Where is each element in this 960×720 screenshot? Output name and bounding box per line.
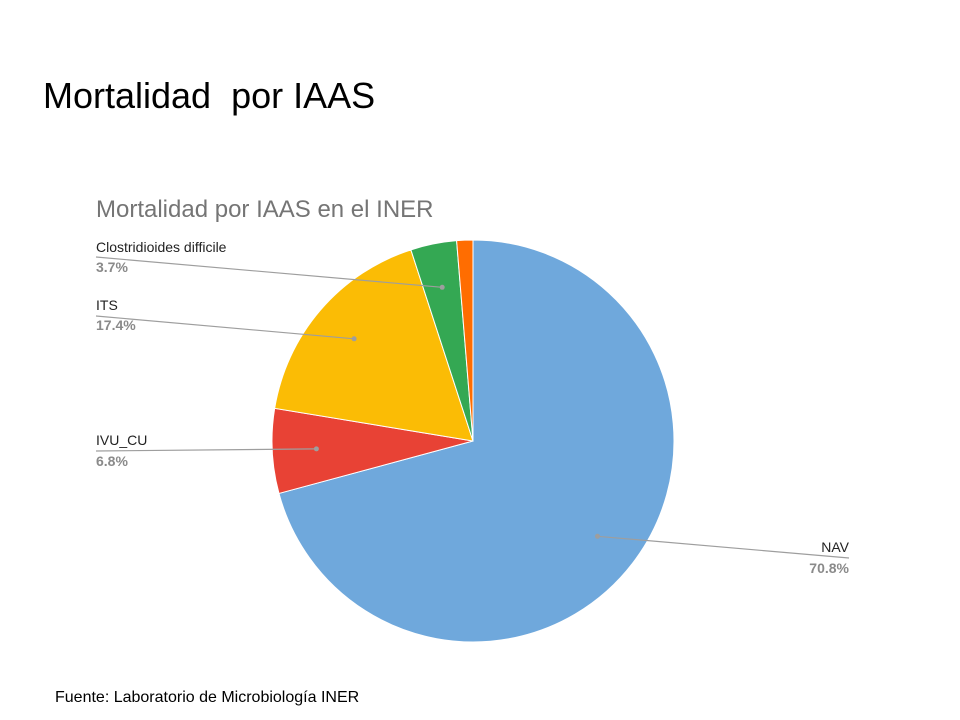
callout-line-nav <box>597 535 850 559</box>
pie-slice-nav <box>278 239 675 643</box>
chart-title: Mortalidad por IAAS en el INER <box>96 196 434 223</box>
slice-label-ivu-cu: IVU_CU <box>96 432 147 448</box>
slide-title: Mortalidad por IAAS <box>43 75 376 116</box>
callout-line-its <box>95 315 355 340</box>
slice-value-clostridioides-difficile: 3.7% <box>96 259 128 275</box>
slice-value-nav: 70.8% <box>809 560 849 576</box>
pie-slice-its <box>274 249 474 442</box>
source-note: Fuente: Laboratorio de Microbiología INE… <box>55 689 360 706</box>
pie-chart: Mortalidad por IAAS en el INER NAV 70.8% I… <box>95 196 850 643</box>
callout-line-ivu-cu <box>95 448 317 452</box>
callout-dot-nav <box>595 533 600 539</box>
callout-dot-its <box>351 336 357 342</box>
callout-line-clostridioides-difficile <box>95 256 443 288</box>
slice-value-its: 17.4% <box>96 317 136 333</box>
pie-slice-slice-4 <box>456 239 474 442</box>
slice-label-its: ITS <box>96 297 118 313</box>
slice-value-ivu-cu: 6.8% <box>96 453 128 469</box>
slice-label-nav: NAV <box>821 539 849 555</box>
callout-dot-clostridioides-difficile <box>439 284 445 290</box>
callout-dot-ivu-cu <box>313 446 319 452</box>
slice-label-clostridioides-difficile: Clostridioides difficile <box>96 239 227 255</box>
pie-callouts: NAV 70.8% IVU_CU 6.8% ITS 17.4% Clostridioides… <box>95 239 850 576</box>
pie-slices <box>271 239 675 643</box>
